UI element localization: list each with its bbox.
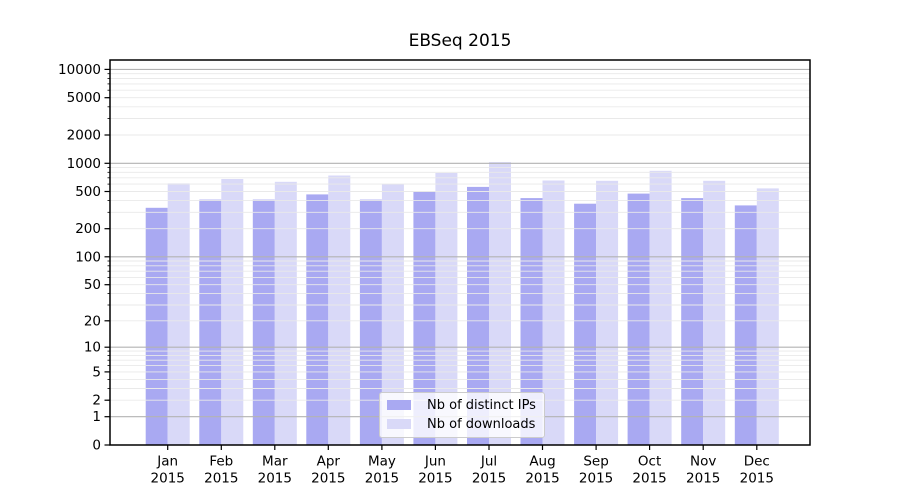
svg-text:2015: 2015 <box>472 471 506 487</box>
svg-text:500: 500 <box>75 184 101 200</box>
svg-text:2015: 2015 <box>258 471 292 487</box>
legend-label-downloads: Nb of downloads <box>427 416 536 432</box>
svg-text:20: 20 <box>84 313 101 329</box>
svg-text:2015: 2015 <box>418 471 452 487</box>
svg-text:Oct: Oct <box>638 454 661 470</box>
svg-text:2015: 2015 <box>579 471 613 487</box>
svg-text:10: 10 <box>84 340 101 356</box>
svg-text:5: 5 <box>92 364 101 380</box>
legend-label-distinct-ips: Nb of distinct IPs <box>427 397 536 413</box>
svg-text:Mar: Mar <box>262 454 288 470</box>
svg-text:2015: 2015 <box>525 471 559 487</box>
svg-text:Jan: Jan <box>156 454 178 470</box>
svg-text:Dec: Dec <box>744 454 770 470</box>
svg-text:5000: 5000 <box>67 90 101 106</box>
svg-text:May: May <box>368 454 396 470</box>
legend-item-distinct-ips: Nb of distinct IPs <box>387 397 536 413</box>
legend-swatch-downloads-icon <box>387 419 411 429</box>
svg-text:2015: 2015 <box>740 471 774 487</box>
svg-text:2: 2 <box>92 393 101 409</box>
svg-text:2015: 2015 <box>311 471 345 487</box>
svg-text:Jun: Jun <box>424 454 446 470</box>
svg-text:Aug: Aug <box>529 454 555 470</box>
legend-swatch-distinct-ips-icon <box>387 400 411 410</box>
svg-text:10000: 10000 <box>58 62 101 78</box>
svg-text:50: 50 <box>84 277 101 293</box>
svg-text:2015: 2015 <box>686 471 720 487</box>
legend-item-downloads: Nb of downloads <box>387 416 536 432</box>
svg-text:Apr: Apr <box>317 454 341 470</box>
svg-text:100: 100 <box>75 249 101 265</box>
svg-text:Feb: Feb <box>209 454 233 470</box>
svg-text:2015: 2015 <box>151 471 185 487</box>
svg-text:Sep: Sep <box>583 454 608 470</box>
legend: Nb of distinct IPs Nb of downloads <box>379 392 545 438</box>
svg-text:2015: 2015 <box>365 471 399 487</box>
svg-text:Nov: Nov <box>690 454 716 470</box>
svg-text:200: 200 <box>75 221 101 237</box>
svg-text:Jul: Jul <box>480 454 497 470</box>
svg-text:0: 0 <box>92 438 101 454</box>
svg-text:2000: 2000 <box>67 128 101 144</box>
svg-text:2015: 2015 <box>204 471 238 487</box>
svg-text:1: 1 <box>92 409 101 425</box>
svg-text:1000: 1000 <box>67 156 101 172</box>
svg-text:2015: 2015 <box>632 471 666 487</box>
